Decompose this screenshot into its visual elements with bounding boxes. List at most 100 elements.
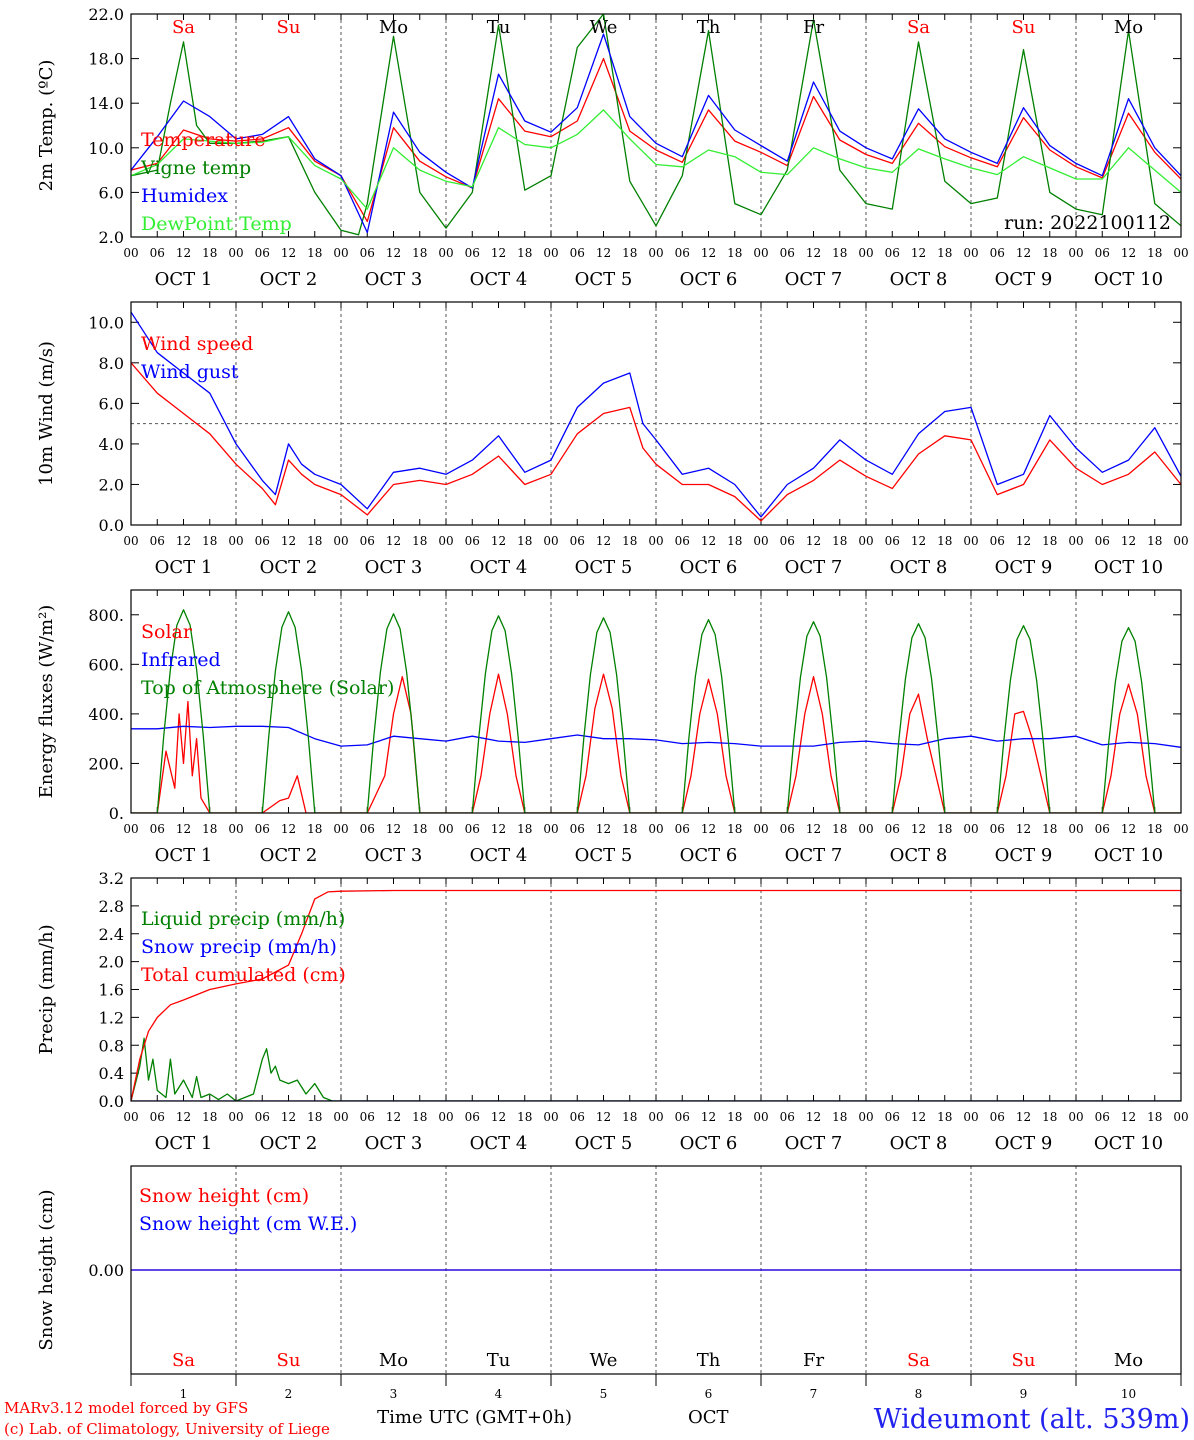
hour-label: 06 (780, 246, 795, 260)
series-line-3 (131, 609, 1181, 813)
hour-label: 18 (1042, 1110, 1057, 1124)
time-axis-title: Time UTC (GMT+0h) (377, 1407, 572, 1428)
hour-label: 00 (1068, 246, 1083, 260)
hour-label: 12 (1016, 534, 1031, 548)
hour-label: 00 (858, 246, 873, 260)
plot-frame (130, 1165, 1182, 1375)
day-of-week-label: Su (277, 17, 301, 38)
date-label: OCT 8 (890, 269, 948, 290)
hour-label: 18 (517, 534, 532, 548)
day-of-week-label: Fr (803, 1350, 824, 1371)
hour-label: 00 (333, 822, 348, 836)
hour-label: 00 (963, 1110, 978, 1124)
panel-1: 2.0 6.0 10.0 14.0 18.0 22.0 2m Temp. (ºC) 00 06 1… (36, 5, 1189, 290)
y-tick-label: 3.2 (99, 869, 124, 888)
hour-label: 06 (150, 534, 165, 548)
date-label: OCT 9 (995, 557, 1053, 578)
day-of-week-label: Su (1012, 17, 1036, 38)
hour-label: 00 (648, 534, 663, 548)
hour-label: 00 (963, 534, 978, 548)
date-label: OCT 2 (260, 269, 318, 290)
date-label: OCT 3 (365, 845, 423, 866)
run-annotation: run: 2022100112 (1004, 212, 1171, 234)
date-label: OCT 6 (680, 1133, 738, 1154)
hour-label: 00 (648, 246, 663, 260)
hour-label: 06 (1095, 1110, 1110, 1124)
hour-label: 12 (596, 822, 611, 836)
hour-label: 18 (307, 1110, 322, 1124)
plot-frame (130, 589, 1182, 814)
hour-label: 18 (832, 1110, 847, 1124)
date-label: OCT 9 (995, 269, 1053, 290)
hour-label: 00 (438, 534, 453, 548)
y-axis-label: Energy fluxes (W/m²) (36, 605, 57, 799)
day-of-week-label: Mo (1114, 17, 1143, 38)
hour-label: 06 (780, 1110, 795, 1124)
date-label: OCT 3 (365, 557, 423, 578)
hour-label: 06 (255, 534, 270, 548)
panel-4: 0.0 0.4 0.8 1.2 1.6 2.0 2.4 2.8 3.2 Precip (mm/h)… (36, 869, 1189, 1154)
hour-label: 00 (438, 246, 453, 260)
hour-label: 00 (753, 246, 768, 260)
hour-label: 12 (806, 246, 821, 260)
hour-label: 00 (1068, 822, 1083, 836)
hour-label: 00 (648, 1110, 663, 1124)
day-of-week-label: Sa (907, 17, 930, 38)
hour-label: 00 (438, 822, 453, 836)
legend-entry: Snow height (cm W.E.) (139, 1213, 357, 1235)
hour-label: 06 (360, 534, 375, 548)
hour-label: 00 (123, 1110, 138, 1124)
hour-label: 18 (307, 246, 322, 260)
hour-label: 18 (1147, 1110, 1162, 1124)
day-of-week-label: Mo (379, 1350, 408, 1371)
series-line-2 (131, 725, 1181, 748)
date-label: OCT 10 (1094, 269, 1163, 290)
date-label: OCT 4 (470, 269, 528, 290)
hour-label: 18 (202, 822, 217, 836)
day-number-label: 4 (495, 1387, 503, 1401)
hour-label: 12 (491, 822, 506, 836)
hour-label: 06 (885, 822, 900, 836)
hour-label: 06 (570, 822, 585, 836)
hour-label: 06 (780, 534, 795, 548)
hour-label: 18 (622, 1110, 637, 1124)
hour-label: 06 (150, 246, 165, 260)
date-label: OCT 7 (785, 1133, 843, 1154)
date-label: OCT 6 (680, 845, 738, 866)
hour-label: 00 (1173, 246, 1188, 260)
hour-label: 00 (1173, 1110, 1188, 1124)
legend-entry: Temperature (141, 129, 265, 151)
hour-label: 12 (281, 822, 296, 836)
hour-label: 12 (596, 246, 611, 260)
hour-label: 06 (465, 534, 480, 548)
chart-panels: 2.06.010.014.018.022.02m Temp. (ºC)00 06 1… (36, 5, 1189, 1401)
hour-label: 00 (858, 822, 873, 836)
hour-label: 12 (911, 534, 926, 548)
hour-label: 12 (1016, 246, 1031, 260)
hour-label: 18 (412, 534, 427, 548)
legend-entry: Snow precip (mm/h) (141, 936, 337, 958)
day-number-label: 5 (600, 1387, 608, 1401)
hour-label: 12 (386, 534, 401, 548)
hour-label: 18 (202, 534, 217, 548)
hour-label: 18 (412, 1110, 427, 1124)
day-number-label: 8 (915, 1387, 923, 1401)
hour-label: 06 (150, 822, 165, 836)
hour-label: 18 (1042, 246, 1057, 260)
hour-label: 12 (281, 1110, 296, 1124)
hour-label: 18 (937, 534, 952, 548)
date-label: OCT 9 (995, 845, 1053, 866)
hour-label: 18 (1042, 822, 1057, 836)
hour-label: 06 (675, 534, 690, 548)
day-of-week-label: Su (277, 1350, 301, 1371)
hour-label: 18 (1147, 822, 1162, 836)
hour-label: 00 (1068, 534, 1083, 548)
hour-label: 18 (517, 1110, 532, 1124)
hour-label: 06 (465, 822, 480, 836)
hour-label: 06 (990, 822, 1005, 836)
legend-entry: Humidex (141, 185, 228, 207)
hour-label: 18 (832, 246, 847, 260)
hour-label: 06 (255, 246, 270, 260)
day-of-week-label: Mo (379, 17, 408, 38)
hour-label: 12 (1121, 246, 1136, 260)
